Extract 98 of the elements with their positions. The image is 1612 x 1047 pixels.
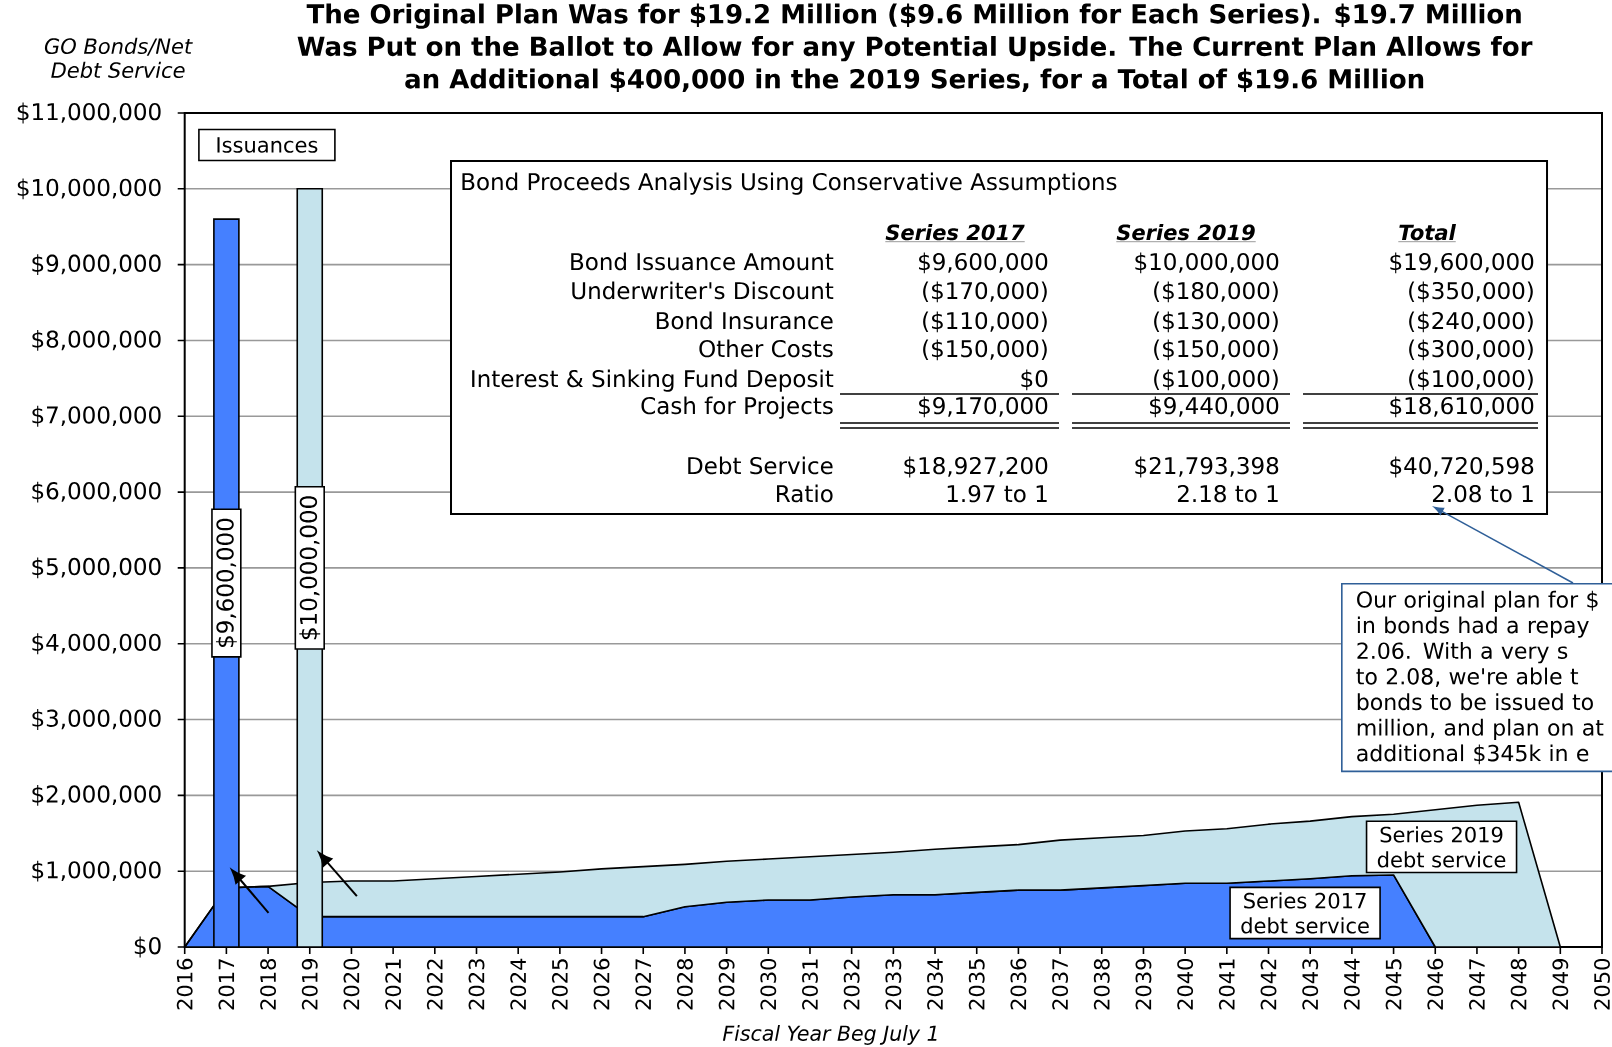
y-tick-label: $1,000,000 (32, 860, 161, 882)
x-tick-label: 2020 (343, 958, 360, 1010)
annotation: Total (1399, 224, 1457, 241)
x-axis-title: Fiscal Year Beg July 1 (722, 1025, 937, 1045)
annotation: $9,600,000 (919, 252, 1048, 274)
annotation: Interest & Sinking Fund Deposit (472, 369, 834, 392)
x-tick-label: 2026 (593, 958, 610, 1010)
x-tick-label: 2037 (1052, 959, 1069, 1010)
y-tick-label: $5,000,000 (32, 557, 161, 579)
x-tick-label: 2023 (468, 959, 485, 1010)
annotation: $18,927,200 (904, 456, 1048, 478)
annotation: ($100,000) (1409, 369, 1533, 391)
annotation: ($130,000) (1154, 311, 1278, 333)
annotation: Ratio (777, 484, 833, 503)
annotation: ($350,000) (1409, 281, 1533, 303)
x-tick-label: 2040 (1177, 958, 1194, 1010)
annotation: $9,440,000 (1150, 396, 1279, 418)
x-tick-label: 2049 (1552, 959, 1569, 1010)
y-tick-label: $4,000,000 (32, 633, 161, 655)
annotation: Debt Service (688, 456, 833, 475)
annotation: $19,600,000 (1390, 252, 1534, 274)
y-tick-label: $9,000,000 (32, 254, 161, 276)
annotation: Series 2017 (885, 224, 1025, 241)
y-tick-label: $0 (134, 936, 161, 958)
chart-title: The Original Plan Was for $19.2 Million ($9.6 Million for Each Series). $19.7 Million Was Put on the Ballot to Allow for any Potential Upside. The Current Plan Allows for an Additional $400,000 in the 2019 Series, for a Total of $19.6 Million (297, 3, 1533, 93)
x-tick-label: 2042 (1260, 959, 1277, 1010)
annotation: bonds to be issued to (1357, 693, 1593, 711)
annotation: ($300,000) (1409, 339, 1533, 361)
annotation: Other Costs (699, 339, 833, 358)
annotation: ($100,000) (1154, 369, 1278, 391)
x-tick-label: 2034 (927, 958, 943, 1010)
x-tick-label: 2032 (843, 959, 860, 1010)
x-tick-label: 2031 (802, 959, 818, 1010)
x-tick-label: 2021 (385, 959, 402, 1010)
x-tick-label: 2048 (1510, 958, 1527, 1010)
annotation: ($240,000) (1409, 311, 1533, 333)
annotation: 2.08 to 1 (1432, 484, 1533, 503)
y-tick-label: $6,000,000 (32, 481, 161, 503)
annotation: $40,720,598 (1390, 456, 1534, 478)
x-tick-label: 2043 (1302, 959, 1319, 1010)
annotation: $10,000,000 (1135, 252, 1279, 274)
annotation: Underwriter's Discount (572, 281, 834, 300)
x-tick-label: 2025 (551, 959, 568, 1010)
data-label: $9,600,000 (215, 518, 237, 648)
annotation: $9,170,000 (919, 396, 1048, 418)
y-tick-label: $11,000,000 (17, 102, 161, 124)
x-tick-label: 2039 (1135, 959, 1152, 1010)
x-tick-label: 2044 (1343, 958, 1360, 1010)
x-tick-label: 2041 (1218, 959, 1235, 1010)
x-tick-label: 2035 (968, 959, 985, 1010)
y-tick-label: $10,000,000 (17, 178, 161, 200)
series-label: Series 2017 debt service (1241, 892, 1369, 934)
data-label: $10,000,000 (299, 496, 321, 640)
x-tick-label: 2038 (1093, 958, 1110, 1010)
annotation: $21,793,398 (1135, 456, 1279, 478)
x-tick-label: 2029 (718, 959, 735, 1010)
annotation: to 2.08, we're able t (1356, 667, 1579, 687)
x-tick-label: 2022 (426, 959, 443, 1010)
text: Bond Proceeds Analysis Using Conservative Assumptions (462, 172, 1117, 195)
annotation: $18,610,000 (1390, 396, 1534, 418)
annotation: 2.06. With a very s (1357, 642, 1568, 664)
x-tick-label: 2018 (260, 958, 277, 1010)
annotation: million, and plan on at (1357, 718, 1604, 741)
x-tick-label: 2046 (1427, 958, 1444, 1010)
annotation: ($170,000) (923, 281, 1047, 303)
annotation: 2.18 to 1 (1177, 484, 1278, 503)
annotation: Issuances (217, 137, 318, 153)
x-tick-label: 2033 (885, 959, 902, 1010)
y-tick-label: $3,000,000 (32, 709, 161, 730)
x-tick-label: 2028 (676, 958, 693, 1010)
x-tick-label: 2017 (218, 959, 235, 1010)
x-tick-label: 2045 (1385, 959, 1402, 1010)
annotation: ($110,000) (923, 311, 1047, 333)
y-axis-title: GO Bonds/Net Debt Service (44, 37, 193, 79)
annotation: $0 (1021, 369, 1048, 391)
x-tick-label: 2019 (301, 959, 318, 1010)
annotation: in bonds had a repay (1357, 616, 1589, 638)
x-tick-label: 2047 (1468, 959, 1485, 1010)
x-tick-label: 2027 (635, 959, 652, 1010)
annotation: Bond Insurance (656, 311, 833, 330)
y-tick-label: $7,000,000 (32, 405, 161, 427)
annotation: Bond Issuance Amount (571, 252, 834, 271)
annotation: ($150,000) (1154, 339, 1278, 361)
annotation: additional $345k in e (1357, 744, 1589, 765)
annotation: 1.97 to 1 (947, 484, 1047, 503)
annotation: ($180,000) (1154, 281, 1278, 303)
annotation: Series 2019 (1116, 224, 1255, 241)
series-label: Series 2019 debt service (1377, 826, 1506, 868)
y-tick-label: $2,000,000 (32, 784, 161, 806)
x-tick-label: 2030 (760, 958, 777, 1010)
y-tick-label: $8,000,000 (32, 330, 161, 351)
x-tick-label: 2024 (510, 958, 527, 1010)
annotation: Our original plan for $ (1357, 590, 1598, 613)
annotation: Cash for Projects (641, 396, 833, 419)
x-tick-label: 2050 (1594, 958, 1610, 1010)
x-tick-label: 2016 (176, 958, 193, 1010)
annotation: ($150,000) (923, 339, 1047, 361)
x-tick-label: 2036 (1010, 958, 1027, 1010)
